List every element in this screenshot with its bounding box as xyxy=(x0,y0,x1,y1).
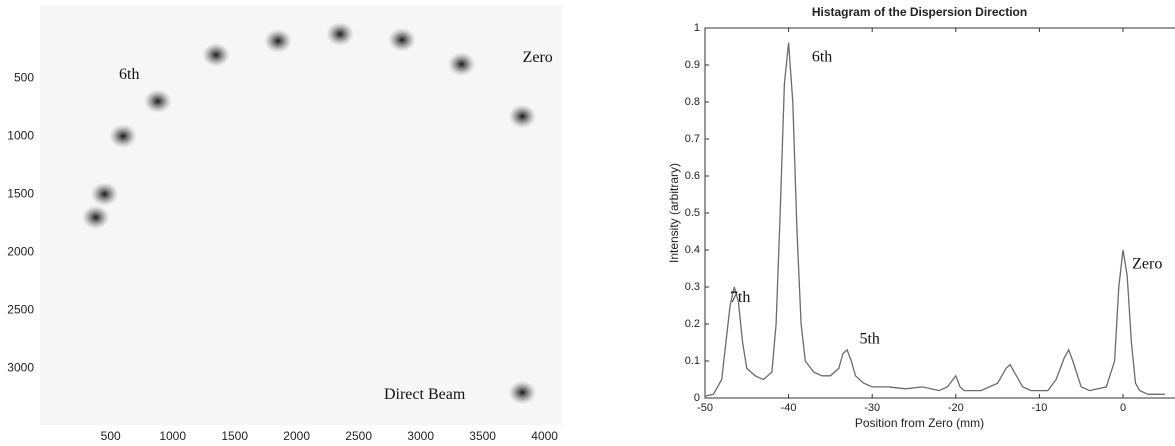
x-tick-label: 4000 xyxy=(531,429,558,443)
spot xyxy=(202,42,231,67)
annotation: 6th xyxy=(119,66,139,83)
y-tick-label: 0.4 xyxy=(685,244,700,256)
y-tick-label: 1 xyxy=(694,22,700,34)
spot xyxy=(508,104,537,129)
y-tick-label: 0.3 xyxy=(685,281,700,293)
y-tick-label: 0.6 xyxy=(685,170,700,182)
y-axis-label: Intensity (arbitrary) xyxy=(667,163,681,263)
x-tick-label: 1500 xyxy=(221,429,248,443)
annotation: 5th xyxy=(859,331,879,348)
spot xyxy=(81,205,110,230)
data-line xyxy=(704,42,1165,397)
y-tick-label: 3000 xyxy=(7,360,34,374)
plot-area xyxy=(704,27,1175,399)
y-tick-label: 2500 xyxy=(7,302,34,316)
image-area xyxy=(40,5,562,425)
x-tick-label: 2000 xyxy=(283,429,310,443)
spot xyxy=(90,182,119,207)
spot xyxy=(143,89,172,114)
annotation: 7th xyxy=(730,289,750,306)
spot xyxy=(326,22,355,47)
annotation: Zero xyxy=(1132,255,1162,272)
y-tick-label: 0.5 xyxy=(685,207,700,219)
spot xyxy=(388,27,417,52)
x-tick-label: -40 xyxy=(781,402,797,414)
x-axis-label: Position from Zero (mm) xyxy=(855,416,984,430)
y-tick-label: 0.7 xyxy=(685,133,700,145)
x-tick-label: 2500 xyxy=(345,429,372,443)
spot xyxy=(264,28,293,53)
y-tick-label: 1000 xyxy=(7,128,34,142)
x-tick-label: -20 xyxy=(948,402,964,414)
chart-title: Histagram of the Dispersion Direction xyxy=(812,5,1027,19)
y-tick-label: 2000 xyxy=(7,244,34,258)
y-tick-label: 0 xyxy=(694,392,700,404)
y-tick-label: 1500 xyxy=(7,186,34,200)
x-tick-label: -50 xyxy=(697,402,713,414)
x-tick-label: 3000 xyxy=(407,429,434,443)
spot xyxy=(508,380,537,405)
x-tick-label: 1000 xyxy=(159,429,186,443)
x-tick-label: 3500 xyxy=(469,429,496,443)
annotation: Zero xyxy=(523,49,553,66)
y-tick-label: 0.1 xyxy=(685,355,700,367)
y-tick-label: 0.2 xyxy=(685,318,700,330)
x-tick-label: 0 xyxy=(1120,402,1126,414)
y-tick-label: 0.9 xyxy=(685,59,700,71)
spot xyxy=(109,124,138,149)
spot xyxy=(447,52,476,77)
y-tick-label: 0.8 xyxy=(685,96,700,108)
y-tick-label: 500 xyxy=(14,70,34,84)
annotation: Direct Beam xyxy=(384,386,466,403)
x-tick-label: -30 xyxy=(864,402,880,414)
annotation: 6th xyxy=(812,48,832,65)
x-tick-label: -10 xyxy=(1031,402,1047,414)
x-tick-label: 500 xyxy=(101,429,121,443)
